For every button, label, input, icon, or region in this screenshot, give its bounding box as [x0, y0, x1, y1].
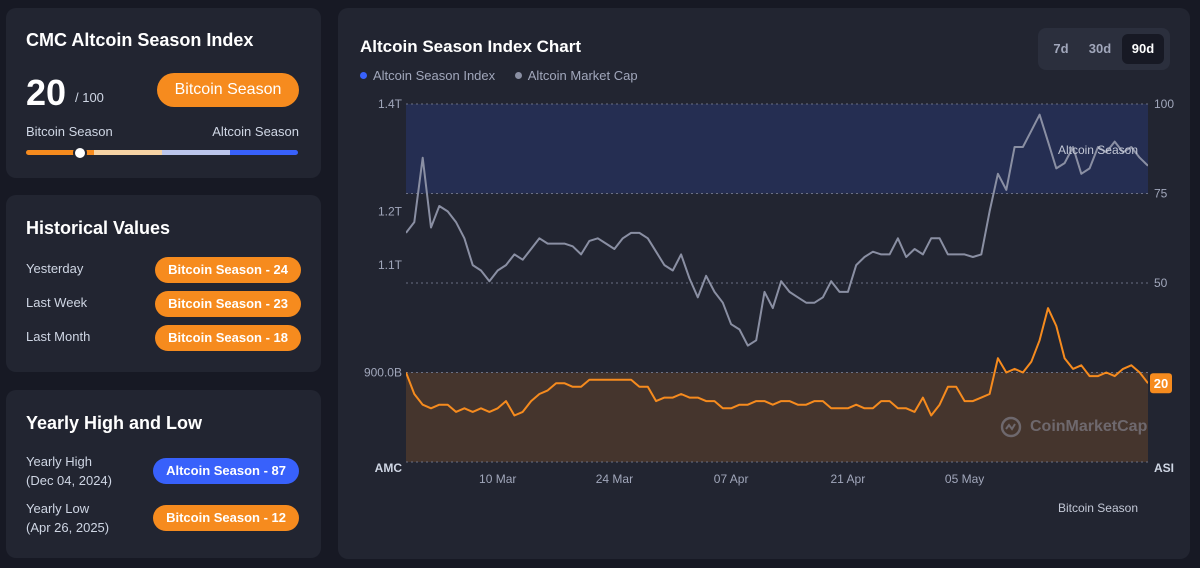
yearly-high-date: (Dec 04, 2024) — [26, 473, 112, 488]
historical-values-card: Historical Values Yesterday Bitcoin Seas… — [6, 195, 321, 372]
altcoin-market-cap-line — [406, 113, 1148, 347]
current-value-badge — [1150, 373, 1172, 394]
yearly-high-label: Yearly High — [26, 454, 93, 469]
yearly-low-label: Yearly Low — [26, 501, 90, 516]
right-axis-tick: 75 — [1154, 187, 1168, 201]
chart-plot[interactable]: Altcoin Season Bitcoin Season 100 75 50 1.4T… — [338, 8, 1190, 559]
historical-row-last-week: Last Week Bitcoin Season - 23 — [26, 291, 301, 317]
historical-row-yesterday: Yesterday Bitcoin Season - 24 — [26, 257, 301, 283]
altcoin-season-zone-label: Altcoin Season — [1058, 143, 1138, 157]
season-scale-bar — [26, 150, 298, 155]
scale-left-label: Bitcoin Season — [26, 124, 113, 139]
altcoin-season-index-line — [406, 307, 1148, 417]
historical-row-value: Bitcoin Season - 18 — [155, 325, 301, 351]
left-axis-tick: 1.1T — [378, 258, 403, 272]
season-badge: Bitcoin Season — [157, 73, 299, 107]
left-axis-tick: 1.4T — [378, 97, 403, 111]
coinmarketcap-logo-icon — [1000, 416, 1022, 438]
index-value: 20 — [26, 72, 67, 113]
yearly-low-value: Bitcoin Season - 12 — [153, 505, 299, 531]
bitcoin-season-zone-label: Bitcoin Season — [1058, 501, 1138, 515]
historical-row-value: Bitcoin Season - 23 — [155, 291, 301, 317]
historical-row-value: Bitcoin Season - 24 — [155, 257, 301, 283]
tab-7d[interactable]: 7d — [1053, 41, 1069, 56]
watermark-text: CoinMarketCap — [1030, 418, 1148, 435]
x-axis-tick: 07 Apr — [714, 472, 749, 486]
tab-30d[interactable]: 30d — [1088, 41, 1112, 56]
left-axis-tick: 1.2T — [378, 204, 403, 218]
x-axis-tick: 24 Mar — [596, 472, 633, 486]
historical-row-label: Yesterday — [26, 261, 84, 276]
right-axis-label: ASI — [1154, 461, 1174, 475]
historical-row-last-month: Last Month Bitcoin Season - 18 — [26, 325, 301, 351]
current-value-text: 20 — [1154, 376, 1168, 391]
scale-right-label: Altcoin Season — [212, 124, 299, 139]
historical-row-label: Last Month — [26, 329, 91, 344]
legend-dot-index — [360, 72, 367, 79]
historical-title: Historical Values — [26, 218, 171, 238]
x-axis-tick: 05 May — [945, 472, 984, 486]
left-axis-label: AMC — [375, 461, 403, 475]
index-card-title: CMC Altcoin Season Index — [26, 30, 254, 50]
legend-item-index: Altcoin Season Index — [373, 68, 496, 83]
chart-legend: Altcoin Season Index Altcoin Market Cap — [360, 68, 638, 83]
left-axis-tick: 900.0B — [364, 366, 402, 380]
yearly-high-low-card: Yearly High and Low Yearly High (Dec 04,… — [6, 390, 321, 558]
altcoin-season-index-card: CMC Altcoin Season Index 20 / 100 Bitcoi… — [6, 8, 321, 178]
legend-dot-market-cap — [514, 72, 522, 79]
right-axis-tick: 50 — [1154, 276, 1168, 290]
scale-indicator — [73, 146, 88, 160]
tab-90d[interactable]: 90d — [1122, 34, 1164, 64]
x-axis-tick: 10 Mar — [479, 472, 516, 486]
chart-title: Altcoin Season Index Chart — [360, 37, 582, 56]
x-axis-tick: 21 Apr — [831, 472, 866, 486]
bitcoin-season-zone — [406, 372, 1148, 462]
historical-row-label: Last Week — [26, 295, 88, 310]
yearly-title: Yearly High and Low — [26, 413, 203, 433]
yearly-high-row: Yearly High (Dec 04, 2024) Altcoin Seaso… — [26, 452, 299, 492]
altcoin-season-zone — [406, 104, 1148, 194]
yearly-high-value: Altcoin Season - 87 — [153, 458, 299, 484]
index-denominator: / 100 — [75, 90, 104, 105]
legend-item-market-cap: Altcoin Market Cap — [527, 68, 638, 83]
yearly-low-row: Yearly Low (Apr 26, 2025) Bitcoin Season… — [26, 499, 299, 539]
yearly-low-date: (Apr 26, 2025) — [26, 520, 110, 535]
chart-panel: Altcoin Season Index Chart Altcoin Seaso… — [338, 8, 1190, 559]
right-axis-tick: 100 — [1154, 97, 1174, 111]
range-tabs: 7d 30d 90d — [1038, 28, 1170, 70]
